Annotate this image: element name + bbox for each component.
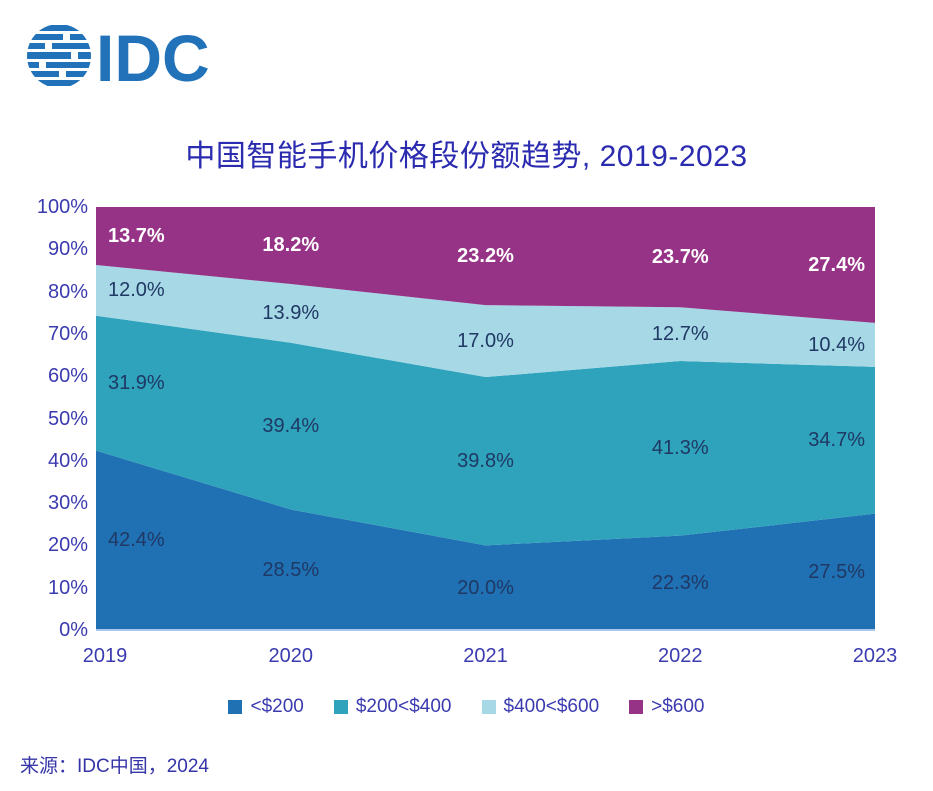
y-axis-tick-label: 20% — [47, 534, 88, 557]
legend: <$200 $200<$400 $400<$600 >$600 — [0, 696, 933, 718]
data-label: 13.9% — [262, 302, 320, 325]
data-label: 17.0% — [457, 330, 514, 353]
y-axis-tick-label: 0% — [59, 619, 88, 641]
legend-label: >$600 — [651, 696, 705, 717]
x-axis-tick-label: 2020 — [268, 645, 314, 667]
data-label: 31.9% — [108, 372, 165, 395]
idc-logo-graphic: IDC — [27, 21, 210, 95]
chart-title: 中国智能手机价格段份额趋势, 2019-2023 — [185, 140, 748, 173]
y-axis-tick-label: 90% — [47, 238, 88, 261]
area-series-2 — [96, 264, 875, 378]
legend-marker-icon — [228, 700, 243, 714]
legend-label: $400<$600 — [503, 696, 600, 717]
stacked-area-chart — [96, 207, 875, 630]
y-axis-tick-label: 10% — [47, 576, 88, 599]
data-label: 39.8% — [457, 450, 514, 473]
data-label: 20.0% — [457, 576, 514, 599]
data-label: 41.3% — [651, 437, 709, 460]
area-series-0 — [96, 450, 875, 630]
data-label: 23.2% — [457, 245, 514, 268]
legend-item: <$200 — [228, 696, 304, 718]
y-axis-tick-label: 40% — [47, 449, 88, 472]
x-axis-tick-label: 2021 — [463, 645, 508, 667]
area-series-1 — [96, 315, 875, 546]
data-label: 23.7% — [651, 246, 709, 269]
data-label: 13.7% — [108, 224, 165, 247]
y-axis-tick-label: 30% — [47, 492, 88, 515]
legend-marker-icon — [333, 700, 348, 714]
y-axis-tick-label: 50% — [47, 407, 88, 430]
data-label: 12.7% — [651, 323, 709, 346]
y-axis-tick-label: 80% — [47, 280, 88, 303]
legend-marker-icon — [481, 700, 496, 714]
legend-item: $200<$400 — [333, 696, 452, 718]
data-label: 10.4% — [808, 333, 865, 356]
legend-item: $400<$600 — [481, 696, 600, 718]
data-label: 42.4% — [108, 529, 165, 552]
data-label: 27.5% — [808, 560, 865, 583]
data-label: 28.5% — [262, 558, 320, 581]
data-label: 12.0% — [108, 279, 165, 302]
y-axis-tick-label: 100% — [36, 196, 88, 218]
globe-icon — [27, 25, 91, 86]
data-label: 18.2% — [262, 234, 320, 257]
legend-item: >$600 — [629, 696, 705, 718]
x-axis-tick-label: 2019 — [82, 645, 128, 667]
idc-logo-text: IDC — [96, 21, 210, 90]
y-axis-tick-label: 60% — [47, 365, 88, 388]
area-series-3 — [96, 207, 875, 323]
data-label: 34.7% — [808, 429, 865, 452]
x-axis-line — [96, 629, 875, 631]
legend-marker-icon — [629, 700, 644, 714]
idc-logo: IDC — [26, 18, 232, 95]
x-axis-tick-label: 2022 — [658, 645, 703, 667]
data-label: 39.4% — [262, 415, 320, 438]
y-axis-tick-label: 70% — [47, 322, 88, 345]
source-note: 来源：IDC中国，2024 — [20, 756, 209, 777]
x-axis-tick-label: 2023 — [852, 645, 898, 667]
legend-label: $200<$400 — [355, 696, 452, 717]
data-label: 22.3% — [651, 571, 709, 594]
legend-label: <$200 — [250, 696, 304, 717]
data-label: 27.4% — [808, 253, 865, 276]
